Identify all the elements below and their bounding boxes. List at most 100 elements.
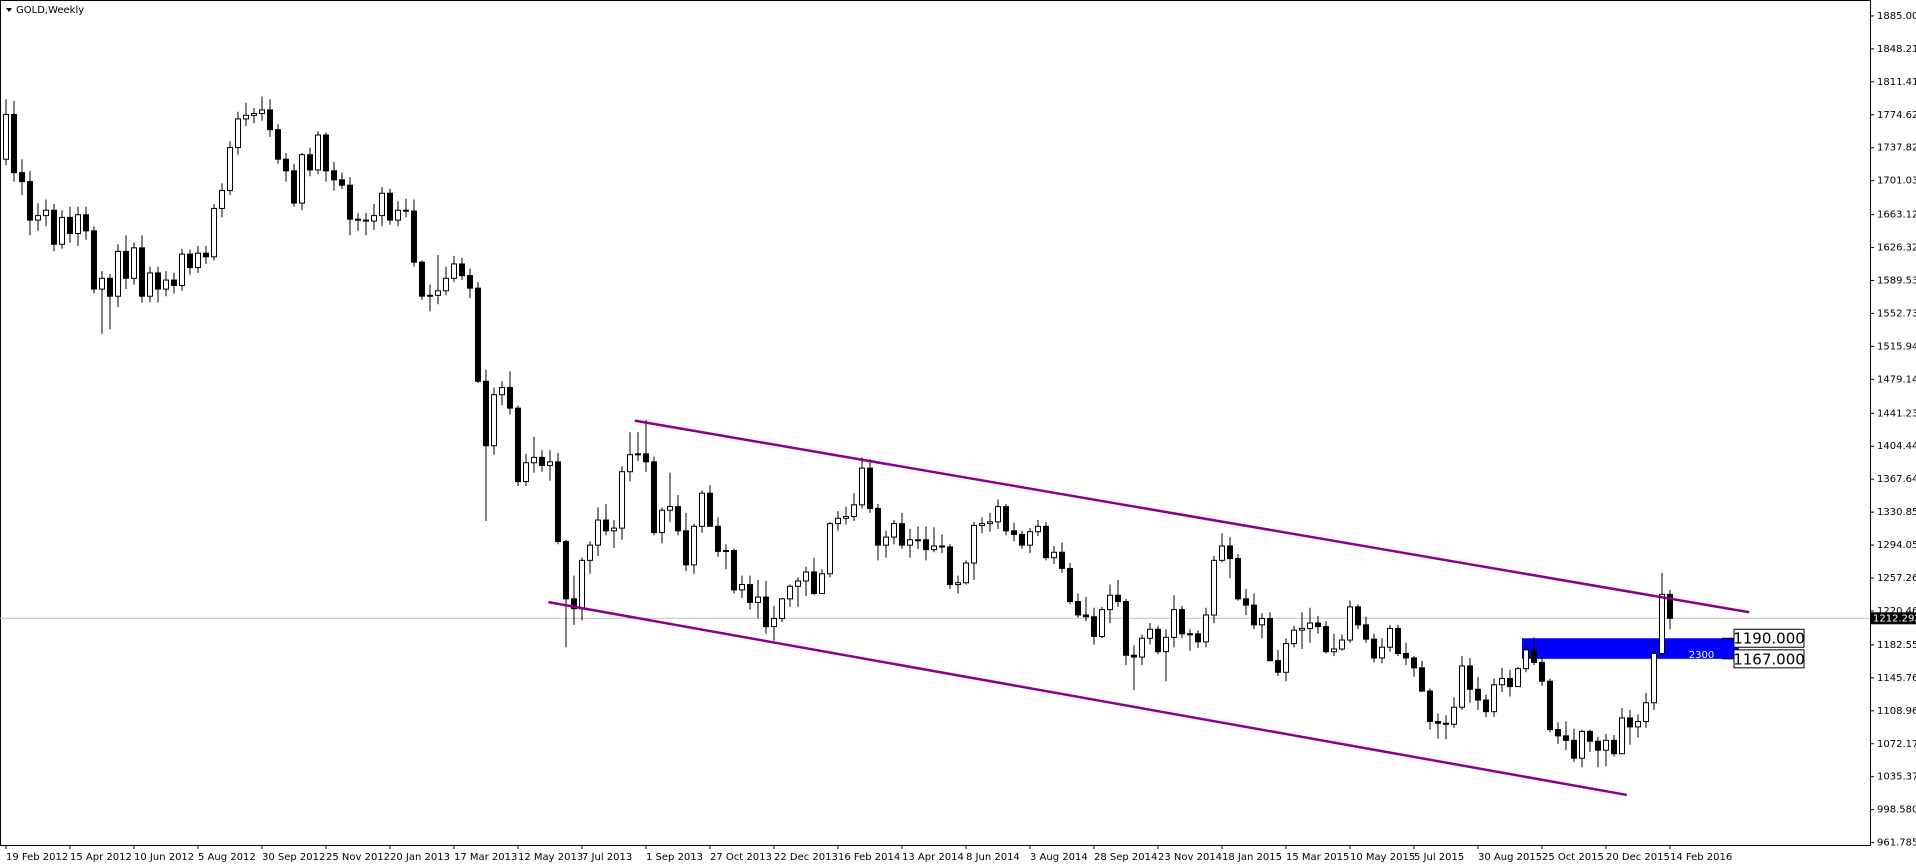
x-tick-label: 7 Jul 2013 (582, 852, 632, 863)
candle-body (1019, 533, 1025, 546)
candle-body (715, 525, 721, 552)
y-tick-label: 1663.120 (1877, 210, 1916, 221)
candle-body (507, 387, 513, 409)
candle-body (1355, 606, 1361, 626)
candle-body (851, 504, 857, 517)
candle-body (1411, 657, 1417, 669)
candle-body (515, 407, 521, 483)
candle-body (1027, 531, 1033, 546)
candle-body (371, 215, 377, 222)
candle-body (203, 252, 209, 258)
candle-body (1339, 639, 1345, 650)
y-tick-label: 1848.210 (1877, 44, 1916, 55)
candle-body (523, 462, 529, 483)
candle-body (595, 519, 601, 546)
candle-body (387, 192, 393, 221)
candle-body (379, 192, 385, 217)
candle-body (891, 523, 897, 538)
candle-body (579, 559, 585, 610)
candle-body (907, 539, 913, 546)
x-tick-label: 19 Feb 2012 (6, 852, 68, 863)
candle-body (1635, 721, 1641, 728)
price-tag (1870, 612, 1916, 625)
x-tick-label: 27 Oct 2013 (710, 852, 772, 863)
candle-body (59, 216, 65, 245)
candle-body (1547, 680, 1553, 731)
candle-body (219, 190, 225, 209)
candle-body (627, 454, 633, 473)
x-tick-label: 15 Apr 2012 (70, 852, 132, 863)
candle-body (91, 230, 97, 290)
candle-body (1443, 722, 1449, 725)
candle-body (1059, 551, 1065, 569)
candle-body (819, 573, 825, 594)
candle-body (1283, 643, 1289, 673)
candle-body (811, 571, 817, 594)
candle-body (1331, 648, 1337, 653)
candle-body (19, 172, 25, 183)
candle-body (723, 549, 729, 552)
candle-body (1291, 629, 1297, 645)
candle-body (147, 272, 153, 297)
y-tick-label: 1811.415 (1877, 77, 1916, 88)
candle-body (83, 214, 89, 232)
candle-body (859, 467, 865, 506)
y-tick-label: 1257.260 (1877, 573, 1916, 584)
y-tick-label: 1404.440 (1877, 441, 1916, 452)
candle-body (1003, 506, 1009, 532)
candle-body (1219, 545, 1225, 561)
candle-body (1467, 665, 1473, 690)
candle-body (1491, 684, 1497, 713)
candle-body (1507, 678, 1513, 688)
candle-body (227, 147, 233, 192)
candle-body (1227, 545, 1233, 560)
candle-body (443, 277, 449, 292)
x-tick-label: 16 Feb 2014 (838, 852, 900, 863)
candle-body (123, 250, 129, 279)
candle-body (635, 453, 641, 456)
candle-body (1235, 558, 1241, 600)
candle-body (1211, 559, 1217, 616)
candle-body (731, 549, 737, 591)
candle-body (1091, 616, 1097, 637)
candle-body (1075, 601, 1081, 616)
y-tick-label: 1035.375 (1877, 772, 1916, 783)
candle-body (283, 158, 289, 172)
candle-body (1131, 654, 1137, 658)
candle-body (1523, 649, 1529, 670)
candle-body (603, 519, 609, 532)
candle-body (531, 456, 537, 464)
candle-body (683, 530, 689, 566)
candle-body (779, 598, 785, 620)
candle-body (243, 114, 249, 120)
candle-body (787, 585, 793, 600)
candle-body (1427, 690, 1433, 723)
candle-body (235, 118, 241, 149)
x-tick-label: 25 Oct 2015 (1542, 852, 1604, 863)
candle-body (963, 562, 969, 584)
candle-body (163, 279, 169, 290)
x-tick-label: 17 Mar 2013 (454, 852, 517, 863)
x-tick-label: 18 Jan 2015 (1222, 852, 1282, 863)
candle-body (795, 580, 801, 587)
candle-body (1179, 609, 1185, 635)
y-tick-label: 1479.145 (1877, 374, 1916, 385)
candle-body (843, 515, 849, 519)
candle-body (1187, 633, 1193, 636)
candle-body (331, 170, 337, 181)
zone (1522, 638, 1739, 659)
trendline (548, 600, 1628, 797)
candle-body (1011, 530, 1017, 535)
candle-body (707, 492, 713, 527)
candle-body (1163, 636, 1169, 653)
candle-body (1267, 618, 1273, 662)
candle-body (1251, 604, 1257, 626)
candle-body (1043, 525, 1049, 559)
candle-body (1259, 618, 1265, 626)
x-tick-label: 25 Nov 2012 (326, 852, 390, 863)
candle-body (171, 279, 177, 286)
candle-body (747, 584, 753, 603)
candle-body (99, 277, 105, 290)
x-tick-label: 15 Mar 2015 (1286, 852, 1349, 863)
plot-frame (0, 0, 1871, 846)
